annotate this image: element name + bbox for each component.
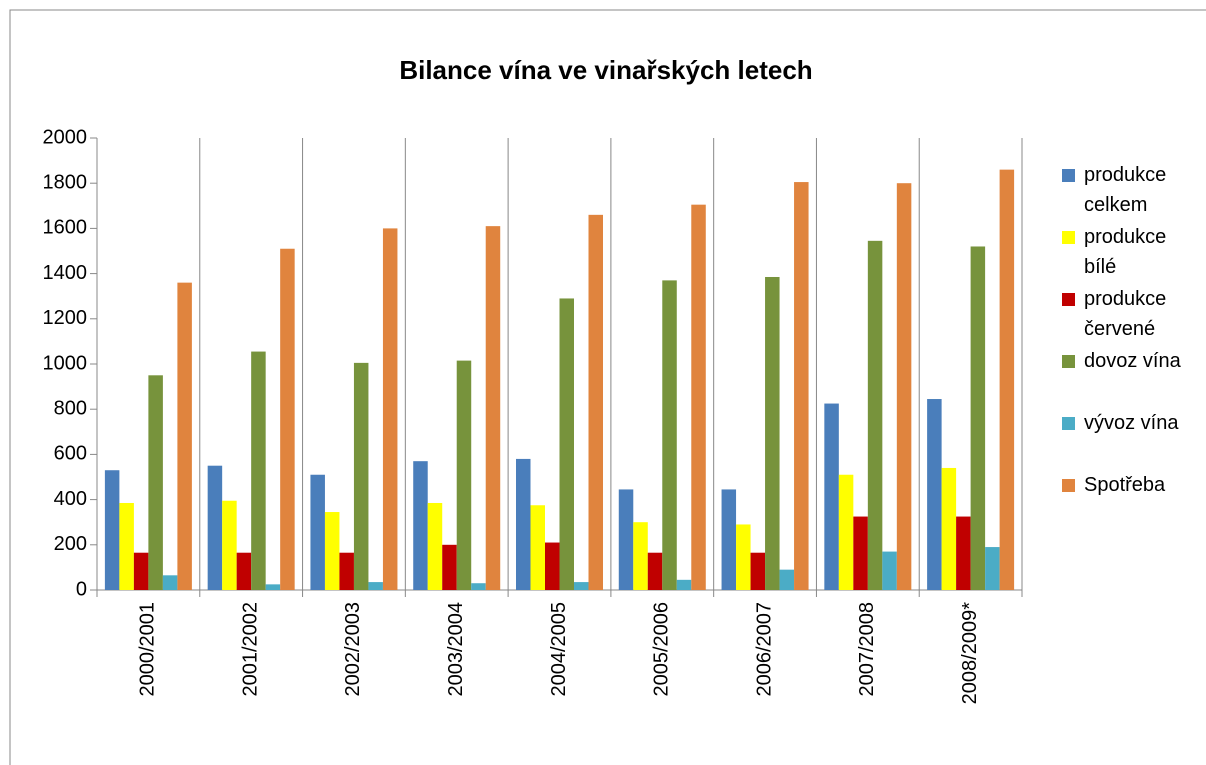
y-tick-label: 0 xyxy=(76,578,87,600)
bar xyxy=(941,467,957,590)
bar xyxy=(588,214,603,590)
bar xyxy=(265,584,281,590)
x-tick-label: 2006/2007 xyxy=(753,602,775,697)
legend-label: produkce celkem xyxy=(1084,164,1167,216)
bar xyxy=(985,547,1000,590)
legend-item: Spotřeba xyxy=(1062,470,1192,532)
legend-swatch xyxy=(1062,169,1075,182)
bar xyxy=(999,169,1015,590)
bar xyxy=(853,516,868,590)
x-tick-label: 2001/2002 xyxy=(239,602,261,697)
y-tick-label: 600 xyxy=(54,443,87,465)
bar xyxy=(456,360,472,590)
bar xyxy=(382,228,398,590)
bar xyxy=(222,500,237,590)
y-tick-label: 200 xyxy=(54,533,87,555)
legend-swatch xyxy=(1062,293,1075,306)
y-tick-label: 800 xyxy=(54,397,87,419)
bar xyxy=(148,375,163,590)
legend-label: produkce bílé xyxy=(1084,226,1167,278)
bar xyxy=(251,351,266,590)
bar xyxy=(133,552,149,590)
bar xyxy=(750,552,766,590)
bar xyxy=(618,489,634,590)
y-tick-label: 1400 xyxy=(43,262,88,284)
y-tick-label: 1800 xyxy=(43,171,88,193)
bar xyxy=(324,512,340,590)
bar xyxy=(896,183,912,590)
bar xyxy=(779,569,795,590)
bar xyxy=(427,502,443,590)
legend-label: vývoz vína xyxy=(1084,412,1179,434)
legend-label: produkce červené xyxy=(1084,288,1167,340)
x-tick-label: 2007/2008 xyxy=(856,602,878,697)
bar xyxy=(236,552,252,590)
bar xyxy=(516,458,531,590)
bar xyxy=(530,505,545,590)
bar xyxy=(736,524,751,590)
x-tick-label: 2003/2004 xyxy=(445,602,467,697)
legend-swatch xyxy=(1062,355,1075,368)
bar xyxy=(339,552,354,590)
bar xyxy=(104,470,120,590)
bar xyxy=(310,474,325,590)
bar xyxy=(824,403,839,590)
bar xyxy=(413,461,428,590)
bar xyxy=(162,575,178,590)
bar xyxy=(867,240,883,590)
bar xyxy=(119,502,134,590)
legend-item: vývoz vína xyxy=(1062,408,1192,470)
legend-label: Spotřeba xyxy=(1084,474,1166,496)
bar xyxy=(956,516,971,590)
bar xyxy=(280,248,295,591)
y-tick-label: 2000 xyxy=(43,126,88,148)
bar xyxy=(207,465,223,590)
bar xyxy=(691,204,706,591)
bar xyxy=(676,579,692,590)
bar xyxy=(662,280,677,590)
bar xyxy=(177,282,192,590)
legend-label: dovoz vína xyxy=(1084,350,1181,372)
bar xyxy=(721,489,737,590)
bar xyxy=(970,246,986,591)
x-tick-label: 2005/2006 xyxy=(651,602,673,697)
bar xyxy=(882,551,897,590)
y-tick-label: 1200 xyxy=(43,307,88,329)
bar xyxy=(633,522,648,590)
y-tick-label: 400 xyxy=(54,488,87,510)
x-tick-label: 2002/2003 xyxy=(342,602,364,697)
bar xyxy=(574,582,589,590)
legend-swatch xyxy=(1062,231,1075,244)
x-tick-label: 2008/2009* xyxy=(959,602,981,705)
bar xyxy=(545,542,560,590)
legend-item: produkce červené xyxy=(1062,284,1192,346)
bar xyxy=(485,226,501,590)
bar xyxy=(368,582,383,590)
bar xyxy=(559,298,574,590)
bar xyxy=(765,276,780,590)
legend-item: produkce bílé xyxy=(1062,222,1192,284)
y-tick-label: 1600 xyxy=(43,217,88,239)
bar xyxy=(647,552,663,590)
chart-title: Bilance vína ve vinařských letech xyxy=(399,55,812,85)
legend-item: produkce celkem xyxy=(1062,160,1192,222)
bar xyxy=(838,474,854,590)
legend-swatch xyxy=(1062,479,1075,492)
legend-swatch xyxy=(1062,417,1075,430)
y-tick-label: 1000 xyxy=(43,352,88,374)
bar xyxy=(794,182,809,590)
legend-item: dovoz vína xyxy=(1062,346,1192,408)
legend: produkce celkem produkce bílé produkce čer… xyxy=(1062,160,1192,532)
bar xyxy=(442,544,457,590)
frame xyxy=(9,9,1206,765)
x-tick-label: 2000/2001 xyxy=(137,602,159,697)
bar xyxy=(353,362,369,590)
x-tick-label: 2004/2005 xyxy=(548,602,570,697)
bar xyxy=(471,583,486,590)
bar xyxy=(927,399,942,590)
